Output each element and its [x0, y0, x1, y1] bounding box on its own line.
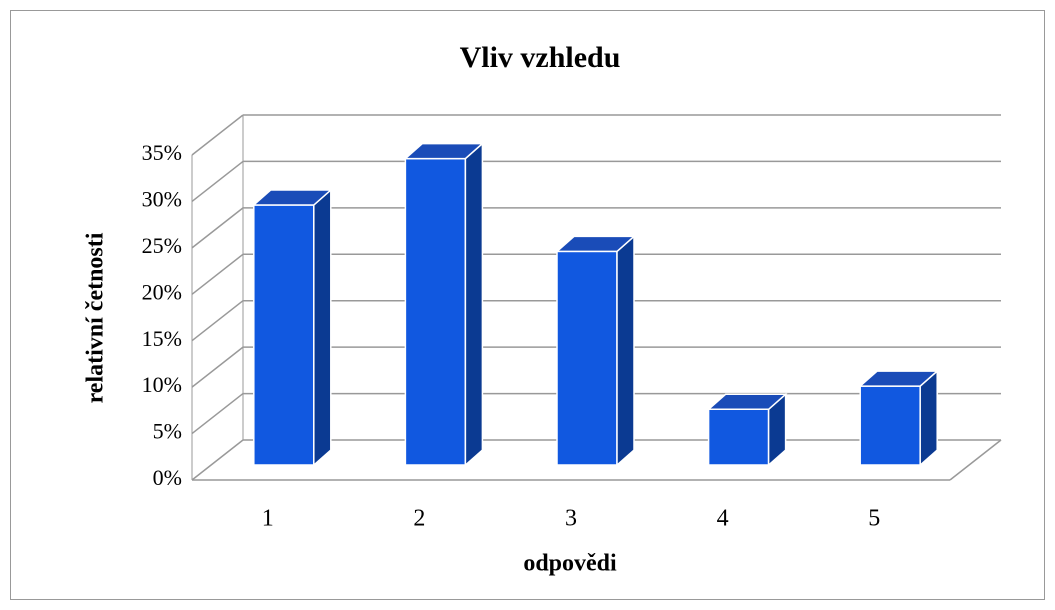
grid-line [191, 346, 244, 388]
grid-line [191, 114, 244, 156]
x-tick-label: 1 [262, 506, 274, 532]
bar-top [706, 393, 788, 411]
y-tick-label: 0% [153, 465, 182, 490]
bar [706, 392, 788, 467]
y-tick-label: 15% [142, 326, 182, 351]
bar-top [403, 142, 485, 160]
x-axis-label: odpovědi [523, 551, 617, 577]
y-tick-label: 10% [142, 372, 182, 397]
grid-line [191, 207, 244, 249]
bar-side [464, 141, 484, 467]
bar-side [616, 234, 635, 467]
grid-line [191, 160, 244, 203]
bar-side [313, 188, 332, 467]
bar [403, 141, 485, 467]
bar [251, 188, 333, 467]
bar-front [859, 385, 921, 466]
chart-title: Vliv vzhledu [460, 41, 621, 74]
x-tick-label: 5 [868, 506, 880, 532]
y-tick-label: 30% [142, 186, 182, 211]
x-tick-label: 2 [413, 506, 425, 532]
bar-side [919, 369, 938, 467]
grid-line [191, 439, 244, 481]
bar-top [251, 189, 333, 206]
grid-line [191, 300, 244, 342]
x-tick-label: 4 [717, 506, 729, 532]
y-tick-label: 20% [142, 279, 182, 304]
bar-front [556, 250, 618, 466]
bar [858, 369, 940, 467]
y-axis-label: relativní četnosti [83, 232, 109, 403]
grid-line [191, 253, 244, 295]
floor-edge [949, 439, 1002, 481]
bar-top [555, 235, 636, 253]
bar-front [253, 204, 315, 466]
y-tick-label: 35% [142, 140, 182, 165]
bar-top [858, 370, 940, 387]
bar-front [404, 157, 467, 466]
x-tick-label: 3 [565, 506, 577, 532]
y-tick-label: 5% [153, 419, 182, 444]
bar [555, 234, 636, 467]
y-tick-label: 25% [142, 233, 182, 258]
grid-line [191, 392, 244, 435]
bar-front [707, 408, 770, 466]
chart-frame [10, 10, 1045, 600]
